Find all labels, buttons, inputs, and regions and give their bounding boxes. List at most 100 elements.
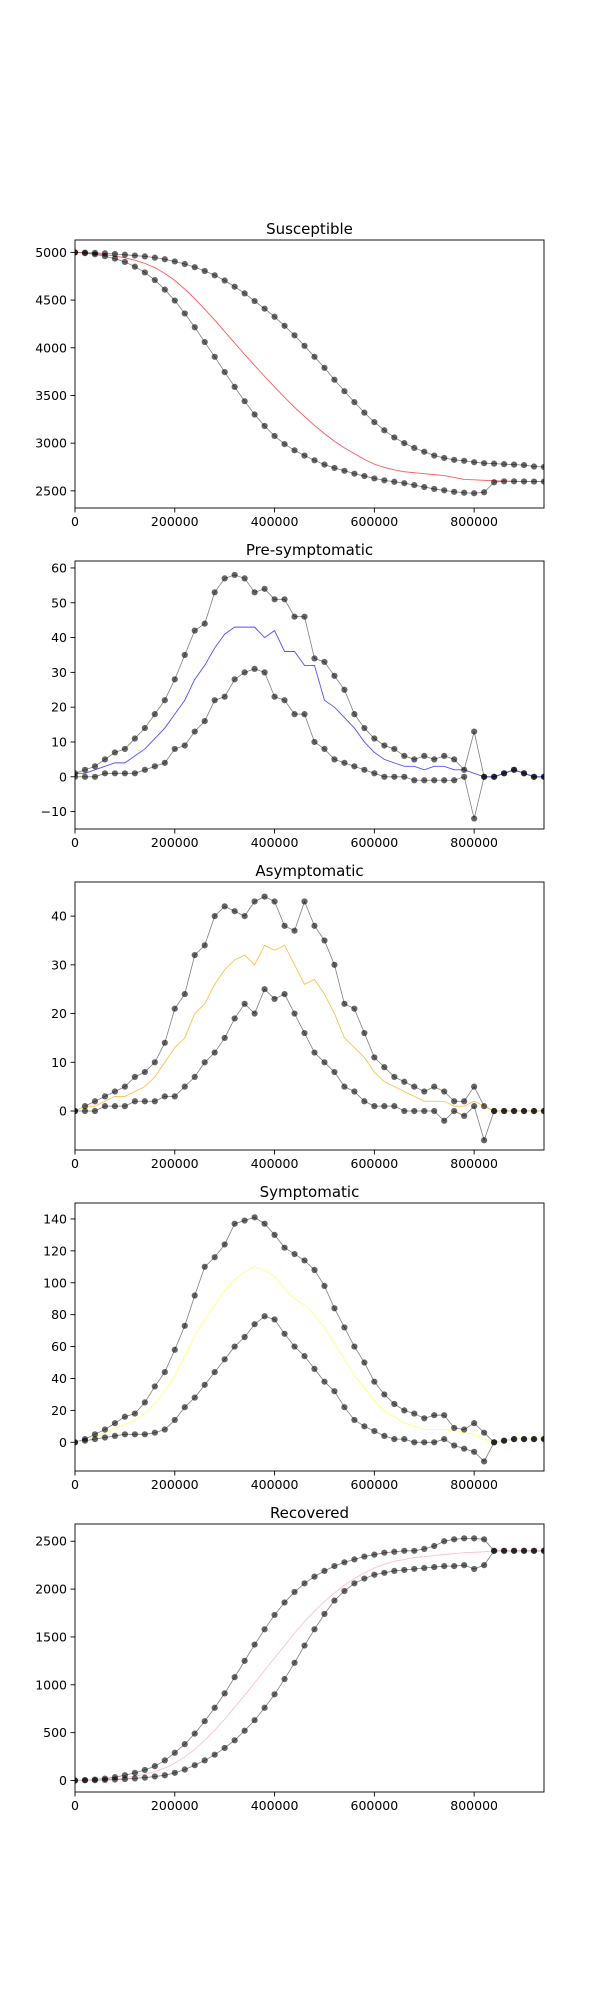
data-point-upper — [221, 575, 228, 582]
data-point-upper — [171, 1346, 178, 1353]
data-point-lower — [401, 480, 408, 487]
data-point-lower — [251, 1321, 258, 1328]
data-point-lower — [111, 255, 119, 262]
data-point-upper — [101, 1426, 109, 1433]
data-point-lower — [251, 411, 258, 418]
data-point-lower — [141, 766, 148, 773]
series-line-upper — [75, 574, 544, 778]
data-point-upper — [231, 1674, 238, 1681]
data-point-upper — [101, 1093, 109, 1100]
data-point-lower — [181, 310, 188, 317]
x-tick-label: 400000 — [251, 1156, 299, 1171]
data-point-lower — [201, 1757, 208, 1764]
data-point-upper — [321, 1567, 328, 1574]
data-point-lower — [491, 1439, 498, 1446]
data-point-lower — [341, 1587, 348, 1595]
data-point-upper — [471, 728, 478, 735]
data-point-lower — [520, 1107, 528, 1115]
data-point-lower — [381, 477, 388, 484]
data-point-lower — [241, 669, 248, 676]
data-point-upper — [441, 752, 448, 760]
data-point-lower — [181, 1766, 188, 1773]
x-tick-label: 400000 — [251, 835, 299, 850]
data-point-lower — [131, 770, 138, 777]
data-point-upper — [281, 922, 288, 929]
data-point-lower — [91, 251, 99, 258]
data-point-lower — [421, 777, 428, 784]
data-point-lower — [191, 1394, 198, 1401]
data-point-lower — [461, 773, 468, 780]
data-point-lower — [461, 1562, 468, 1569]
data-point-upper — [321, 364, 328, 371]
data-point-lower — [311, 738, 318, 746]
data-point-lower — [530, 1107, 538, 1115]
plot-area — [75, 571, 544, 822]
y-tick-label: 30 — [51, 665, 67, 680]
data-point-upper — [441, 1538, 448, 1545]
data-point-lower — [491, 1107, 498, 1115]
data-point-upper — [121, 1413, 128, 1420]
data-point-lower — [331, 1388, 338, 1395]
chart-title: Pre-symptomatic — [246, 541, 373, 559]
data-point-lower — [530, 1547, 538, 1554]
data-point-upper — [381, 1064, 388, 1071]
data-point-upper — [311, 1573, 318, 1580]
series-line-lower — [75, 1550, 544, 1781]
data-point-lower — [131, 263, 138, 270]
series-line-mean — [75, 1550, 544, 1781]
y-tick-label: 0 — [59, 769, 67, 784]
data-point-lower — [451, 488, 458, 495]
plot-area — [75, 893, 544, 1144]
data-point-lower — [171, 1416, 178, 1424]
data-point-lower — [481, 1137, 488, 1144]
x-tick-label: 200000 — [151, 514, 199, 529]
data-point-upper — [371, 419, 378, 426]
data-point-upper — [421, 1415, 428, 1422]
data-point-upper — [331, 376, 338, 383]
data-point-upper — [191, 951, 198, 959]
data-point-lower — [451, 777, 458, 784]
data-point-lower — [221, 368, 228, 376]
data-point-lower — [75, 249, 79, 256]
data-point-lower — [241, 1000, 248, 1007]
data-point-upper — [151, 711, 158, 718]
data-point-lower — [351, 763, 358, 770]
data-point-lower — [81, 250, 89, 257]
data-point-upper — [401, 752, 408, 760]
data-point-lower — [191, 1073, 198, 1081]
data-point-lower — [151, 276, 158, 284]
data-point-upper — [461, 1426, 468, 1433]
data-point-lower — [421, 1564, 428, 1572]
y-tick-label: 20 — [51, 1403, 67, 1418]
data-point-upper — [311, 922, 318, 929]
data-point-upper — [111, 1088, 119, 1095]
data-point-upper — [271, 1231, 278, 1238]
x-tick-label: 0 — [71, 1477, 79, 1492]
data-point-lower — [510, 766, 518, 773]
data-point-lower — [261, 1313, 268, 1320]
chart-title: Symptomatic — [260, 1183, 360, 1201]
data-point-lower — [271, 693, 278, 700]
data-point-upper — [171, 1005, 178, 1012]
chart-panel-4: Recovered 0 200000 400000 600000 800000 0 500 10… — [35, 1504, 545, 1813]
data-point-upper — [411, 444, 418, 452]
data-point-lower — [431, 485, 438, 493]
data-point-lower — [221, 1034, 228, 1042]
data-point-lower — [211, 1369, 218, 1376]
data-point-lower — [540, 1107, 544, 1115]
data-point-lower — [281, 1330, 288, 1337]
data-point-lower — [500, 1547, 508, 1554]
data-point-upper — [211, 272, 218, 279]
data-point-lower — [520, 1436, 528, 1443]
data-point-lower — [431, 1563, 438, 1571]
data-point-upper — [131, 1769, 138, 1776]
data-point-upper — [301, 898, 308, 905]
data-point-upper — [361, 1029, 368, 1037]
chart-panel-1: Pre-symptomatic 0 200000 400000 600000 800000… — [41, 541, 545, 850]
data-point-upper — [211, 913, 218, 920]
data-point-upper — [281, 596, 288, 603]
y-tick-label: 4500 — [35, 293, 67, 308]
y-tick-label: 0 — [59, 1773, 67, 1788]
data-point-upper — [311, 1266, 318, 1274]
